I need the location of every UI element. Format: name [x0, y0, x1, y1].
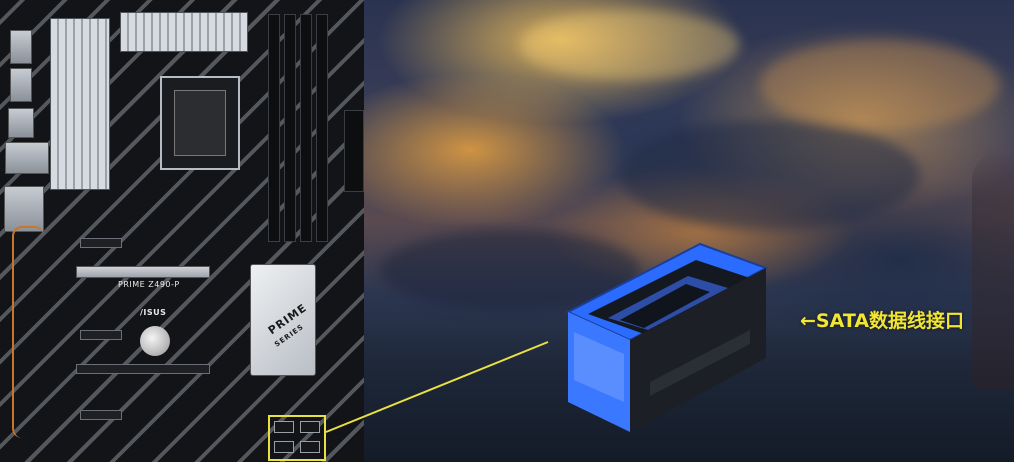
sata-port	[300, 421, 320, 433]
vrm-heatsink-top	[120, 12, 248, 52]
cloud	[760, 40, 1000, 130]
dimm-slot	[300, 14, 312, 242]
sata-port	[274, 441, 294, 453]
atx-power-connector	[344, 110, 364, 192]
board-trace	[12, 226, 44, 438]
motherboard-image: PRIME Z490-P /ISUS PRIME SERIES	[0, 0, 364, 462]
ethernet-port	[5, 142, 49, 174]
chipset-heatsink: PRIME SERIES	[250, 264, 316, 376]
sata-port	[274, 421, 294, 433]
pcie-x16-slot	[76, 364, 210, 374]
connector-key	[620, 284, 710, 328]
audio-port	[4, 186, 44, 232]
cloud	[620, 120, 920, 230]
io-port	[10, 68, 32, 102]
pcie-x1-slot	[80, 238, 122, 248]
connector-front-highlight	[574, 332, 624, 402]
dimm-slot	[268, 14, 280, 242]
cloud	[520, 10, 740, 80]
dimm-slot	[284, 14, 296, 242]
cmos-battery	[140, 326, 170, 356]
connector-side	[630, 268, 766, 432]
sata-port	[300, 441, 320, 453]
io-port	[8, 108, 34, 138]
sata-caption: ←SATA数据线接口	[800, 310, 965, 332]
pcie-x16-slot	[76, 266, 210, 278]
cpu-socket-contacts	[174, 90, 226, 156]
vrm-heatsink	[50, 18, 110, 190]
sata-connector-closeup	[565, 242, 769, 432]
model-label: PRIME Z490-P	[118, 280, 180, 289]
connector-side-ridge	[650, 330, 750, 396]
dimm-slot	[316, 14, 328, 242]
brand-label: /ISUS	[140, 308, 167, 317]
pcie-x1-slot	[80, 330, 122, 340]
cpu-socket	[160, 76, 240, 170]
sata-ports-highlight	[268, 415, 326, 461]
pcie-x1-slot	[80, 410, 122, 420]
io-port	[10, 30, 32, 64]
person-silhouette	[972, 150, 1014, 390]
